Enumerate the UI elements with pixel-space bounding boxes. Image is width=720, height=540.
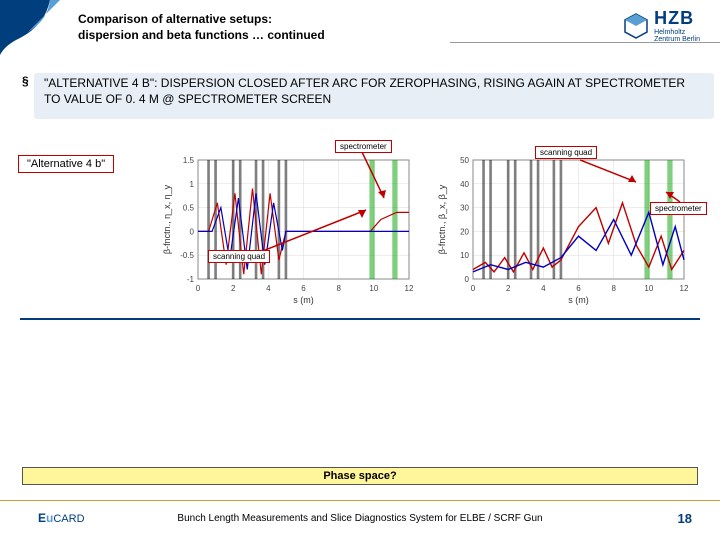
svg-text:50: 50 xyxy=(460,156,469,165)
svg-text:0: 0 xyxy=(190,227,195,236)
svg-text:4: 4 xyxy=(541,284,546,293)
slide-header: Comparison of alternative setups: disper… xyxy=(0,0,720,55)
svg-text:-1: -1 xyxy=(187,275,195,284)
svg-text:6: 6 xyxy=(301,284,306,293)
svg-text:4: 4 xyxy=(266,284,271,293)
swoosh-icon xyxy=(0,0,60,55)
phase-space-box: Phase space? xyxy=(22,467,698,485)
svg-text:0: 0 xyxy=(471,284,476,293)
alternative-label: "Alternative 4 b" xyxy=(18,155,114,173)
chart-area: 0 2 4 6 8 10 12 -1 -0.5 0 0.5 1 1.5 s (m) β-fnctn., η_… xyxy=(160,140,700,310)
svg-text:1: 1 xyxy=(190,180,195,189)
arrow-scan-top xyxy=(580,158,640,188)
slide-title: Comparison of alternative setups: disper… xyxy=(78,12,325,43)
hzb-hex-icon xyxy=(622,12,650,40)
page-number: 18 xyxy=(678,511,692,526)
hzb-logo: HZB Helmholtz Zentrum Berlin xyxy=(622,8,700,43)
annot-spectrometer-right: spectrometer xyxy=(650,202,707,215)
header-divider xyxy=(450,42,720,43)
annot-scanning-top: scanning quad xyxy=(535,146,597,159)
beta-chart: 0 2 4 6 8 10 12 0 10 20 30 40 50 s (m) β-fnctn., β_x, … xyxy=(435,152,690,307)
section-divider xyxy=(20,318,700,320)
svg-text:12: 12 xyxy=(680,284,689,293)
svg-text:β-fnctn., β_x, β_y: β-fnctn., β_x, β_y xyxy=(437,184,447,254)
svg-text:2: 2 xyxy=(506,284,511,293)
svg-text:β-fnctn., η_x, η_y: β-fnctn., η_x, η_y xyxy=(162,184,172,254)
annot-scanning-bottom: scanning quad xyxy=(208,250,270,263)
svg-text:8: 8 xyxy=(336,284,341,293)
title-line-1: Comparison of alternative setups: xyxy=(78,12,325,28)
svg-text:10: 10 xyxy=(460,251,469,260)
svg-text:0: 0 xyxy=(196,284,201,293)
svg-text:2: 2 xyxy=(231,284,236,293)
svg-text:0.5: 0.5 xyxy=(183,204,195,213)
title-line-2: dispersion and beta functions … continue… xyxy=(78,28,325,44)
svg-text:12: 12 xyxy=(405,284,414,293)
svg-text:s (m): s (m) xyxy=(293,295,314,305)
slide-footer: EuCARD Bunch Length Measurements and Sli… xyxy=(0,500,720,540)
svg-text:-0.5: -0.5 xyxy=(180,251,194,260)
svg-text:s (m): s (m) xyxy=(568,295,589,305)
svg-text:20: 20 xyxy=(460,227,469,236)
bullet-section: § "ALTERNATIVE 4 B": DISPERSION CLOSED A… xyxy=(22,73,698,109)
arrow-scan-bottom xyxy=(260,208,370,254)
bullet-marker: § xyxy=(22,73,44,109)
svg-text:10: 10 xyxy=(644,284,653,293)
arrow-spec-top xyxy=(358,152,388,202)
svg-text:0: 0 xyxy=(465,275,470,284)
bullet-text: "ALTERNATIVE 4 B": DISPERSION CLOSED AFT… xyxy=(44,73,698,109)
hzb-text: HZB xyxy=(654,8,700,29)
annot-spectrometer-top: spectrometer xyxy=(335,140,392,153)
hzb-sub1: Helmholtz xyxy=(654,29,700,36)
svg-text:30: 30 xyxy=(460,204,469,213)
svg-text:40: 40 xyxy=(460,180,469,189)
svg-text:8: 8 xyxy=(611,284,616,293)
svg-text:6: 6 xyxy=(576,284,581,293)
footer-text: Bunch Length Measurements and Slice Diag… xyxy=(0,513,720,524)
svg-text:1.5: 1.5 xyxy=(183,156,195,165)
svg-text:10: 10 xyxy=(369,284,378,293)
